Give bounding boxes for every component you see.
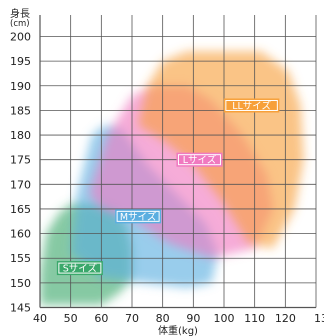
x-tick-label: 80 <box>156 312 170 325</box>
zone-label-border <box>177 154 221 166</box>
y-tick-label: 155 <box>10 252 31 265</box>
y-tick-label: 190 <box>10 80 31 93</box>
y-axis-unit: (cm) <box>10 19 30 29</box>
y-tick-label: 180 <box>10 129 31 142</box>
x-tick-label: 90 <box>186 312 200 325</box>
x-tick-label: 40 <box>33 312 47 325</box>
zone-label-4: LLサイズ <box>223 98 280 113</box>
x-tick-label: 100 <box>214 312 235 325</box>
x-tick-label: 60 <box>94 312 108 325</box>
zone-label-text: LLサイズ <box>232 100 271 112</box>
zone-label-box <box>223 98 280 113</box>
zone-label-border <box>58 262 102 274</box>
grid-lines <box>39 15 317 309</box>
x-tick-label: 120 <box>275 312 296 325</box>
y-tick-label: 185 <box>10 104 31 117</box>
x-tick-label: 110 <box>244 312 265 325</box>
y-tick-label: 175 <box>10 154 31 167</box>
zone-label-text: Mサイズ <box>120 211 157 223</box>
zone-label-2: Mサイズ <box>115 209 162 224</box>
x-tick-label: 50 <box>64 312 78 325</box>
x-axis-ticks: 40 50 60 70 80 90 100 110 120 13 <box>33 312 324 325</box>
y-tick-label: 170 <box>10 178 31 191</box>
zone-label-box <box>115 209 162 224</box>
y-tick-label: 145 <box>10 302 31 315</box>
y-axis-title: 身長 <box>10 7 30 20</box>
y-axis-ticks: 145 150 155 160 165 170 175 180 185 190 195 200 <box>10 31 31 315</box>
zone-label-border <box>116 210 160 222</box>
zone-labels: Sサイズ Mサイズ Lサイズ LLサイズ <box>56 98 280 276</box>
zone-label-text: Sサイズ <box>63 263 98 275</box>
zone-label-box <box>56 261 103 276</box>
x-axis-title: 体重(kg) <box>158 324 198 336</box>
y-tick-label: 200 <box>10 31 31 44</box>
zone-label-1: Sサイズ <box>56 261 103 276</box>
zone-label-box <box>176 152 223 167</box>
y-tick-label: 195 <box>10 55 31 68</box>
zone-label-border <box>225 99 278 111</box>
y-tick-label: 160 <box>10 228 31 241</box>
x-tick-label: 13 <box>314 312 324 325</box>
y-tick-label: 165 <box>10 203 31 216</box>
zone-label-text: Lサイズ <box>183 154 217 166</box>
zone-label-3: Lサイズ <box>176 152 223 167</box>
x-tick-label: 70 <box>125 312 139 325</box>
y-tick-label: 150 <box>10 277 31 290</box>
